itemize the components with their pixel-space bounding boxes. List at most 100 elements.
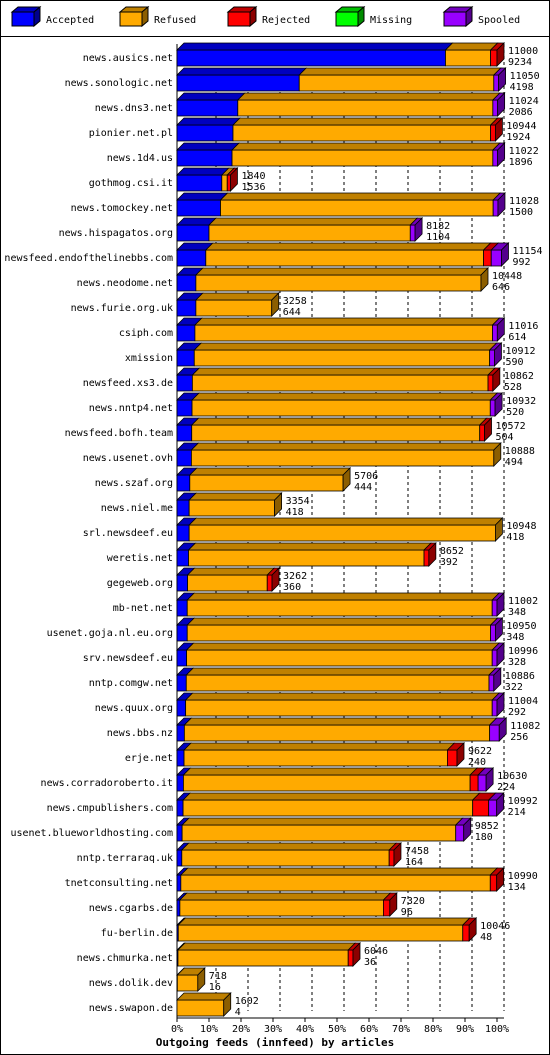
legend-swatch (335, 11, 359, 27)
bar-top (194, 267, 489, 276)
legend-swatch-side (465, 5, 473, 28)
y-tick-label: news.tomockey.net (71, 203, 173, 214)
bar-segment (176, 849, 183, 867)
bar-segment (208, 224, 411, 242)
offered-label: 10912 (505, 346, 535, 357)
bar-segment (177, 949, 349, 967)
bar-segment (176, 174, 223, 192)
bar-side (274, 492, 283, 517)
bar-side (271, 292, 280, 317)
x-tick-label: 80% (424, 1024, 442, 1035)
accepted-label: 520 (506, 407, 524, 418)
bar-segment (469, 774, 479, 792)
bar-side (352, 942, 361, 967)
y-tick-label: news.szaf.org (95, 478, 173, 489)
accepted-label: 224 (497, 782, 515, 793)
bar-top (176, 142, 241, 151)
accepted-label: 322 (505, 682, 523, 693)
x-tick-label: 10% (200, 1024, 218, 1035)
legend-label: Spooled (478, 15, 520, 26)
offered-label: 10448 (492, 271, 522, 282)
bar-segment (488, 674, 495, 692)
bar-side (496, 867, 505, 892)
y-tick-label: news.nntp4.net (89, 403, 173, 414)
bar-side (389, 892, 398, 917)
bar-side (223, 992, 232, 1017)
y-tick-label: news.sonologic.net (65, 78, 173, 89)
bar-segment (176, 649, 187, 667)
offered-label: 10046 (480, 921, 510, 932)
offered-label: 11024 (509, 96, 539, 107)
accepted-label: 180 (475, 832, 493, 843)
accepted-label: 360 (283, 582, 301, 593)
bar-segment (490, 249, 502, 267)
bar-top (191, 392, 499, 401)
bar-segment (231, 149, 494, 167)
accepted-label: 4 (235, 1007, 241, 1018)
bar-top (188, 517, 504, 526)
y-tick-label: csiph.com (119, 328, 173, 339)
y-tick-label: gothmog.csi.it (89, 178, 173, 189)
offered-label: 10944 (506, 121, 536, 132)
bar-top (187, 542, 433, 551)
bar-segment (176, 499, 190, 517)
legend-swatch (443, 11, 467, 27)
bar-top (298, 67, 502, 76)
bar-side (496, 317, 505, 342)
offered-label: 10950 (506, 621, 536, 632)
bar-top (188, 492, 283, 501)
bar-segment (176, 124, 234, 142)
y-tick-label: newsfeed.bofh.team (65, 428, 173, 439)
bar-segment (298, 74, 495, 92)
accepted-label: 646 (492, 282, 510, 293)
y-tick-label: news.dolik.dev (89, 978, 173, 989)
bar-side (414, 217, 423, 242)
offered-label: 11082 (510, 721, 540, 732)
offered-label: 3258 (283, 296, 307, 307)
bar-segment (191, 424, 481, 442)
accepted-label: 614 (508, 332, 526, 343)
bar-segment (176, 549, 189, 567)
y-tick-label: news.furie.org.uk (71, 303, 173, 314)
offered-label: 11028 (509, 196, 539, 207)
bar-top (190, 442, 502, 451)
bar-side (497, 92, 506, 117)
offered-label: 10572 (496, 421, 526, 432)
bar-top (236, 92, 501, 101)
bar-segment (176, 799, 184, 817)
bar-segment (186, 649, 493, 667)
accepted-label: 494 (505, 457, 523, 468)
bar-segment (188, 524, 496, 542)
bar-segment (176, 299, 197, 317)
accepted-label: 16 (209, 982, 221, 993)
offered-label: 10996 (508, 646, 538, 657)
y-tick-label: news.bbs.nz (107, 728, 173, 739)
bar-side (496, 692, 505, 717)
bar-segment (176, 599, 188, 617)
bar-side (494, 517, 503, 542)
bar-segment (489, 399, 496, 417)
bar-segment (176, 874, 182, 892)
bar-segment (176, 49, 446, 67)
bar-segment (491, 649, 498, 667)
accepted-label: 418 (506, 532, 524, 543)
accepted-label: 644 (283, 307, 301, 318)
y-tick-label: gegeweb.org (107, 578, 173, 589)
y-tick-label: srv.newsdeef.eu (83, 653, 173, 664)
bar-segment (491, 599, 498, 617)
legend-swatch-side (357, 5, 365, 28)
bar-side (456, 742, 465, 767)
offered-label: 718 (209, 971, 227, 982)
bar-segment (490, 49, 498, 67)
bar-segment (455, 824, 465, 842)
bar-side (496, 42, 505, 67)
bar-segment (191, 374, 489, 392)
y-tick-label: weretis.net (107, 553, 173, 564)
bar-top (208, 217, 419, 226)
bar-segment (186, 599, 493, 617)
bar-segment (176, 674, 187, 692)
bar-top (186, 592, 501, 601)
x-tick-label: 20% (232, 1024, 250, 1035)
accepted-label: 48 (480, 932, 492, 943)
